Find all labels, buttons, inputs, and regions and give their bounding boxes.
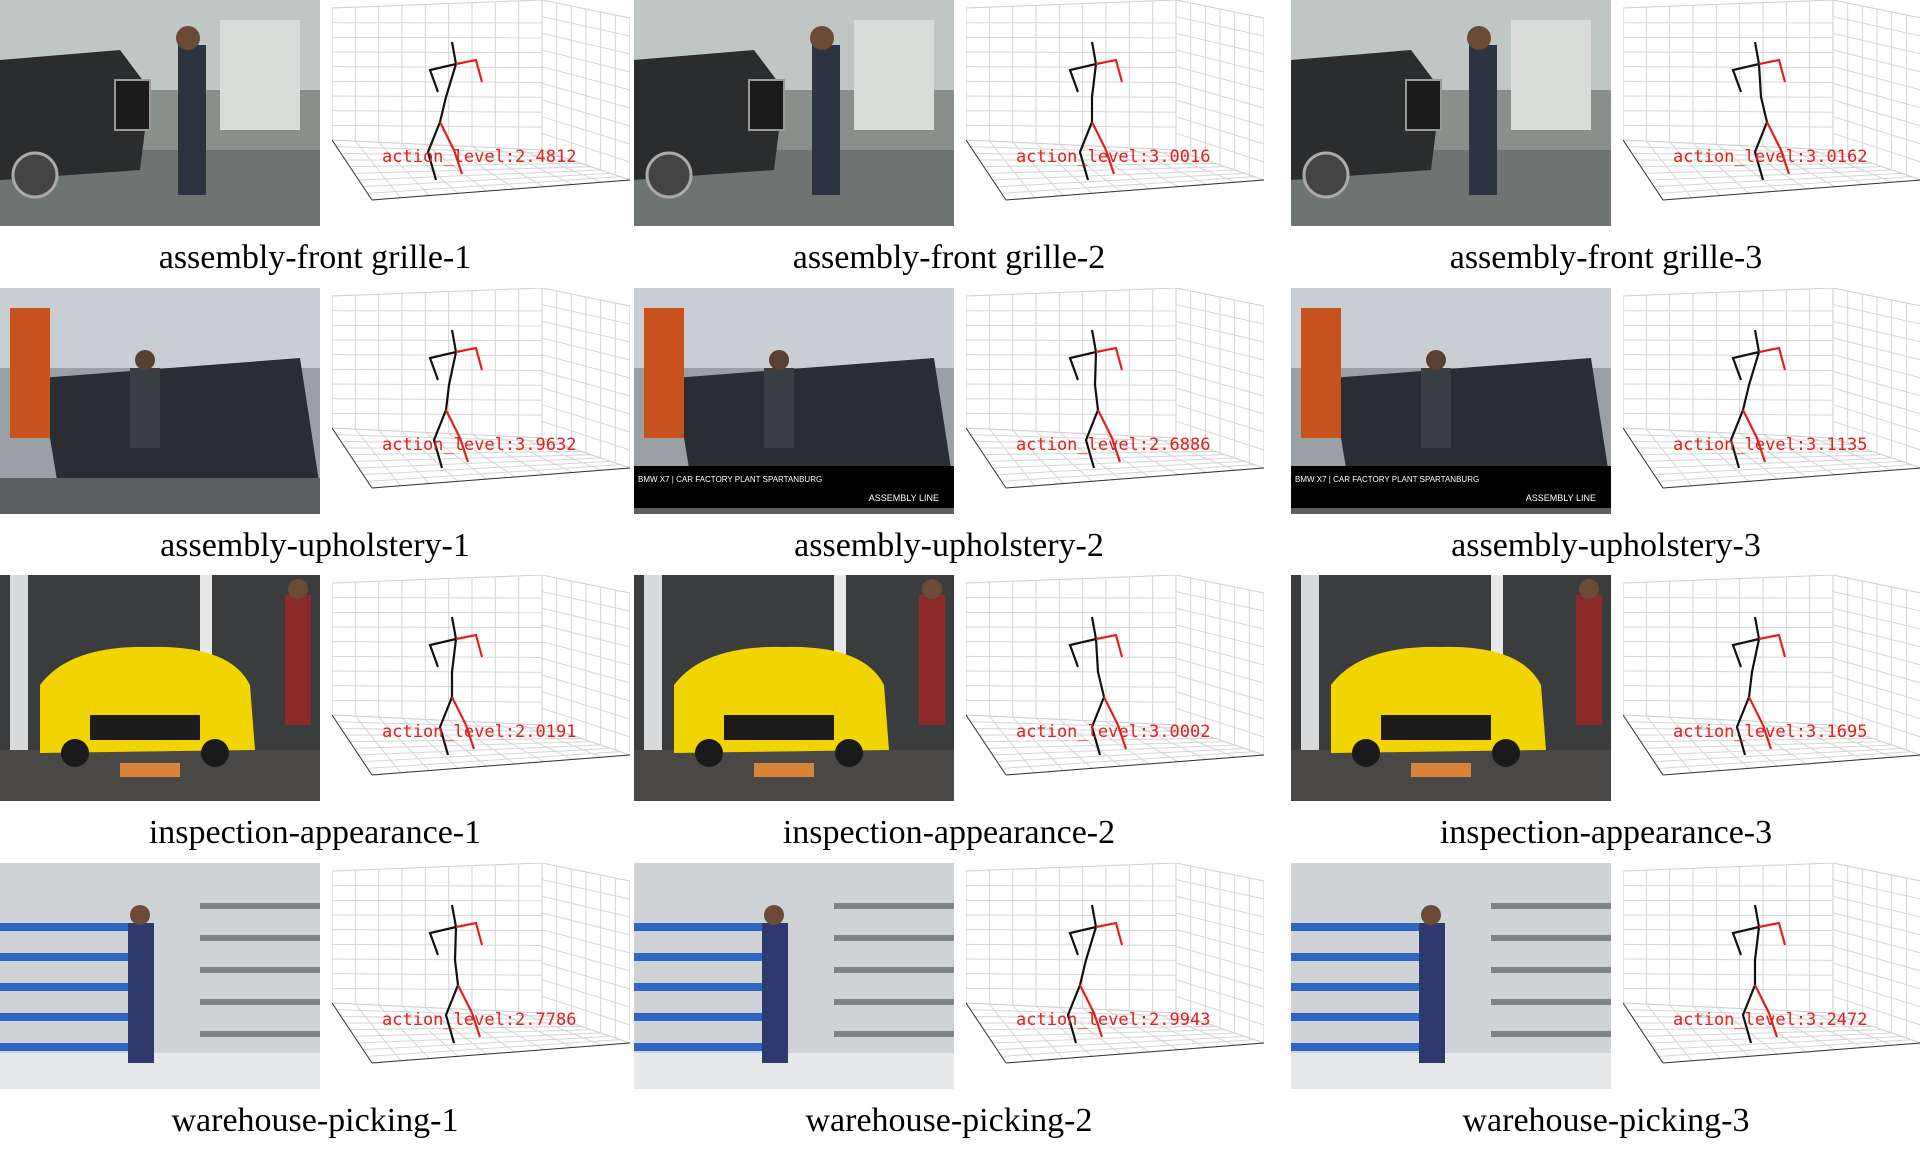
pose-3d-plot: action_level:3.0002 bbox=[966, 575, 1264, 801]
video-frame bbox=[634, 0, 954, 226]
action-level-label: action_level:3.0002 bbox=[1016, 722, 1210, 742]
video-frame-image bbox=[634, 0, 954, 226]
figure-panel: action_level:3.0016 assembly-front grille… bbox=[634, 0, 1264, 288]
video-frame-image bbox=[1291, 575, 1611, 801]
video-frame-image bbox=[1291, 0, 1611, 226]
action-level-label: action_level:3.0162 bbox=[1673, 147, 1867, 167]
action-level-label: action_level:3.2472 bbox=[1673, 1010, 1867, 1030]
figure-panel: action_level:3.0162 assembly-front grille… bbox=[1291, 0, 1920, 288]
pose-plot: action_level:2.6886 bbox=[966, 288, 1264, 514]
pose-plot: action_level:3.1135 bbox=[1623, 288, 1920, 514]
figure-panel: BMW X7 | CAR FACTORY PLANT SPARTANBURG AS… bbox=[1291, 288, 1920, 576]
action-level-label: action_level:2.7786 bbox=[382, 1010, 576, 1030]
pose-plot: action_level:3.2472 bbox=[1623, 863, 1920, 1089]
pose-plot: action_level:3.9632 bbox=[332, 288, 630, 514]
panel-caption: assembly-front grille-2 bbox=[634, 232, 1264, 284]
panel-caption: assembly-upholstery-3 bbox=[1291, 520, 1920, 572]
video-frame-image bbox=[634, 863, 954, 1089]
pose-plot: action_level:3.1695 bbox=[1623, 575, 1920, 801]
panel-caption: warehouse-picking-1 bbox=[0, 1095, 630, 1147]
figure-panel: action_level:2.9943 warehouse-picking-2 bbox=[634, 863, 1264, 1151]
panel-caption: assembly-front grille-3 bbox=[1291, 232, 1920, 284]
figure-panel: action_level:3.9632 assembly-upholstery-1 bbox=[0, 288, 630, 576]
overlay-caption-subtitle: ASSEMBLY LINE bbox=[1526, 493, 1596, 503]
video-frame bbox=[0, 575, 320, 801]
pose-plot: action_level:3.0002 bbox=[966, 575, 1264, 801]
video-frame: BMW X7 | CAR FACTORY PLANT SPARTANBURG AS… bbox=[1291, 288, 1611, 514]
pose-3d-plot: action_level:2.9943 bbox=[966, 863, 1264, 1089]
video-frame bbox=[1291, 0, 1611, 226]
pose-3d-plot: action_level:2.0191 bbox=[332, 575, 630, 801]
panel-caption: warehouse-picking-3 bbox=[1291, 1095, 1920, 1147]
action-level-label: action_level:3.1695 bbox=[1673, 722, 1867, 742]
overlay-caption-title: BMW X7 | CAR FACTORY PLANT SPARTANBURG bbox=[1295, 475, 1479, 484]
pose-plot: action_level:3.0162 bbox=[1623, 0, 1920, 226]
pose-3d-plot: action_level:3.1695 bbox=[1623, 575, 1920, 801]
action-level-label: action_level:3.1135 bbox=[1673, 435, 1867, 455]
video-frame-image bbox=[0, 863, 320, 1089]
video-frame bbox=[1291, 863, 1611, 1089]
pose-plot: action_level:2.4812 bbox=[332, 0, 630, 226]
panel-caption: inspection-appearance-1 bbox=[0, 807, 630, 859]
panel-caption: assembly-upholstery-1 bbox=[0, 520, 630, 572]
video-frame bbox=[0, 863, 320, 1089]
video-frame-image bbox=[634, 575, 954, 801]
figure-panel: action_level:3.0002 inspection-appearance… bbox=[634, 575, 1264, 863]
video-frame bbox=[0, 0, 320, 226]
video-frame-image: BMW X7 | CAR FACTORY PLANT SPARTANBURG AS… bbox=[634, 288, 954, 514]
panel-caption: assembly-front grille-1 bbox=[0, 232, 630, 284]
action-level-label: action_level:2.9943 bbox=[1016, 1010, 1210, 1030]
pose-3d-plot: action_level:3.2472 bbox=[1623, 863, 1920, 1089]
overlay-caption-title: BMW X7 | CAR FACTORY PLANT SPARTANBURG bbox=[638, 475, 822, 484]
figure-panel: action_level:3.1695 inspection-appearance… bbox=[1291, 575, 1920, 863]
pose-3d-plot: action_level:3.9632 bbox=[332, 288, 630, 514]
video-frame-image bbox=[0, 575, 320, 801]
action-level-label: action_level:3.9632 bbox=[382, 435, 576, 455]
pose-plot: action_level:2.7786 bbox=[332, 863, 630, 1089]
pose-3d-plot: action_level:2.7786 bbox=[332, 863, 630, 1089]
video-frame bbox=[634, 863, 954, 1089]
pose-3d-plot: action_level:3.0016 bbox=[966, 0, 1264, 226]
video-frame bbox=[634, 575, 954, 801]
panel-caption: assembly-upholstery-2 bbox=[634, 520, 1264, 572]
action-level-label: action_level:2.4812 bbox=[382, 147, 576, 167]
action-level-label: action_level:2.6886 bbox=[1016, 435, 1210, 455]
panel-caption: warehouse-picking-2 bbox=[634, 1095, 1264, 1147]
pose-plot: action_level:3.0016 bbox=[966, 0, 1264, 226]
figure-panel: action_level:2.4812 assembly-front grille… bbox=[0, 0, 630, 288]
pose-plot: action_level:2.0191 bbox=[332, 575, 630, 801]
panel-caption: inspection-appearance-3 bbox=[1291, 807, 1920, 859]
pose-3d-plot: action_level:3.0162 bbox=[1623, 0, 1920, 226]
pose-3d-plot: action_level:2.6886 bbox=[966, 288, 1264, 514]
video-frame-image bbox=[0, 0, 320, 226]
overlay-caption-subtitle: ASSEMBLY LINE bbox=[869, 493, 939, 503]
video-frame-image: BMW X7 | CAR FACTORY PLANT SPARTANBURG AS… bbox=[1291, 288, 1611, 514]
video-frame bbox=[0, 288, 320, 514]
action-level-label: action_level:3.0016 bbox=[1016, 147, 1210, 167]
video-frame-image bbox=[1291, 863, 1611, 1089]
pose-3d-plot: action_level:2.4812 bbox=[332, 0, 630, 226]
action-level-label: action_level:2.0191 bbox=[382, 722, 576, 742]
video-frame-image bbox=[0, 288, 320, 514]
figure-panel: action_level:2.7786 warehouse-picking-1 bbox=[0, 863, 630, 1151]
figure-panel: action_level:2.0191 inspection-appearance… bbox=[0, 575, 630, 863]
figure-panel: action_level:3.2472 warehouse-picking-3 bbox=[1291, 863, 1920, 1151]
pose-3d-plot: action_level:3.1135 bbox=[1623, 288, 1920, 514]
video-frame: BMW X7 | CAR FACTORY PLANT SPARTANBURG AS… bbox=[634, 288, 954, 514]
panel-caption: inspection-appearance-2 bbox=[634, 807, 1264, 859]
video-frame bbox=[1291, 575, 1611, 801]
pose-plot: action_level:2.9943 bbox=[966, 863, 1264, 1089]
figure-panel: BMW X7 | CAR FACTORY PLANT SPARTANBURG AS… bbox=[634, 288, 1264, 576]
